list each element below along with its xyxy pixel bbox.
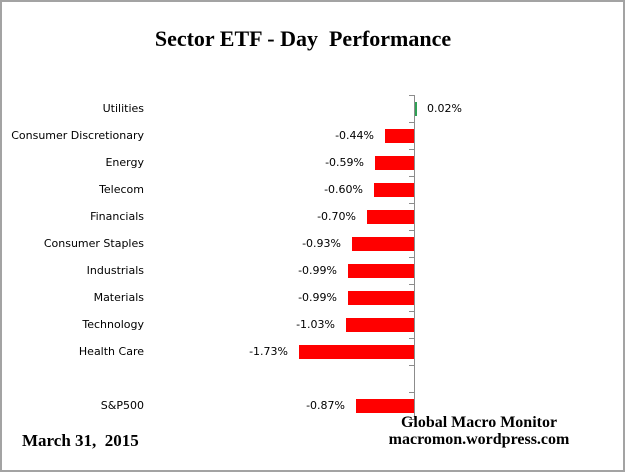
bar [348, 290, 414, 305]
axis-tick [409, 230, 415, 231]
value-label: 0.02% [427, 101, 462, 115]
bar [367, 209, 414, 224]
bar [346, 317, 414, 332]
category-label: Industrials [86, 263, 144, 277]
bar [299, 344, 414, 359]
axis-tick [409, 311, 415, 312]
chart-title: Sector ETF - Day Performance [154, 26, 452, 51]
category-label: Financials [90, 209, 144, 223]
value-label: -1.03% [296, 317, 335, 331]
axis-tick [409, 365, 415, 366]
value-label: -0.99% [298, 290, 337, 304]
category-label: S&P500 [100, 398, 144, 412]
value-label: -0.93% [302, 236, 341, 250]
axis-tick [409, 203, 415, 204]
axis-tick [409, 419, 415, 420]
axis-tick [409, 122, 415, 123]
axis-tick [409, 176, 415, 177]
axis-tick [409, 338, 415, 339]
axis-tick [409, 392, 415, 393]
value-label: -0.70% [317, 209, 356, 223]
value-label: -1.73% [249, 344, 288, 358]
bar [352, 236, 414, 251]
category-label: Utilities [102, 101, 144, 115]
category-label: Health Care [78, 344, 144, 358]
bar [385, 128, 414, 143]
value-label: -0.59% [325, 155, 364, 169]
bar [356, 398, 414, 413]
category-label: Telecom [99, 182, 144, 196]
value-label: -0.99% [298, 263, 337, 277]
axis-tick [409, 284, 415, 285]
category-label: Consumer Staples [43, 236, 144, 250]
source-credit: Global Macro Monitor macromon.wordpress.… [379, 414, 579, 448]
axis-tick [409, 257, 415, 258]
axis-tick [409, 95, 415, 96]
source-line2: macromon.wordpress.com [388, 431, 570, 448]
date-label: March 31, 2015 [22, 431, 139, 450]
bar [415, 101, 417, 116]
axis-tick [409, 149, 415, 150]
value-label: -0.60% [324, 182, 363, 196]
category-label: Energy [105, 155, 144, 169]
value-label: -0.87% [306, 398, 345, 412]
category-label: Materials [93, 290, 144, 304]
category-label: Consumer Discretionary [11, 128, 144, 142]
bar [348, 263, 414, 278]
bar [374, 182, 414, 197]
source-line1: Global Macro Monitor [400, 414, 558, 431]
value-label: -0.44% [335, 128, 374, 142]
category-label: Technology [82, 317, 144, 331]
bar [375, 155, 414, 170]
